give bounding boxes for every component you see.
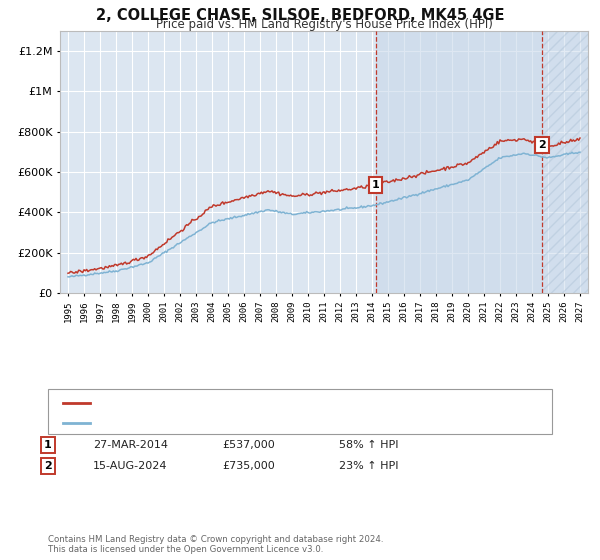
Text: 23% ↑ HPI: 23% ↑ HPI: [339, 461, 398, 471]
Text: £537,000: £537,000: [222, 440, 275, 450]
Text: 1: 1: [372, 180, 380, 190]
Text: 2, COLLEGE CHASE, SILSOE, BEDFORD, MK45 4GE: 2, COLLEGE CHASE, SILSOE, BEDFORD, MK45 …: [96, 8, 504, 24]
Bar: [376, 31, 542, 293]
Text: 2: 2: [538, 140, 546, 150]
Text: HPI: Average price, detached house, Central Bedfordshire: HPI: Average price, detached house, Cent…: [96, 418, 384, 428]
Bar: [542, 31, 588, 293]
Text: 27-MAR-2014: 27-MAR-2014: [93, 440, 168, 450]
Text: Contains HM Land Registry data © Crown copyright and database right 2024.
This d: Contains HM Land Registry data © Crown c…: [48, 535, 383, 554]
Text: 2, COLLEGE CHASE, SILSOE, BEDFORD, MK45 4GE (detached house): 2, COLLEGE CHASE, SILSOE, BEDFORD, MK45 …: [96, 398, 436, 408]
Text: 1: 1: [44, 440, 52, 450]
Text: 2: 2: [44, 461, 52, 471]
Text: £735,000: £735,000: [222, 461, 275, 471]
Title: Price paid vs. HM Land Registry's House Price Index (HPI): Price paid vs. HM Land Registry's House …: [155, 18, 493, 31]
Text: 15-AUG-2024: 15-AUG-2024: [93, 461, 167, 471]
Text: 58% ↑ HPI: 58% ↑ HPI: [339, 440, 398, 450]
